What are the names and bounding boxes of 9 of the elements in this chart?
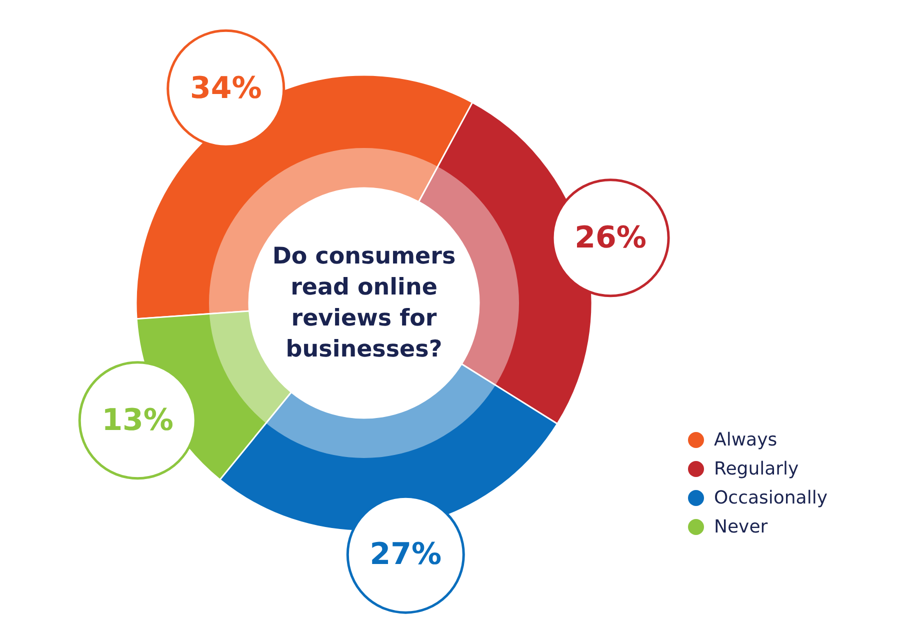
data-label: 34% <box>190 71 262 106</box>
data-label: 13% <box>102 402 174 438</box>
text: Do consumers read online reviews for businesses? <box>272 244 456 362</box>
data-label: 27% <box>370 537 442 572</box>
legend-label: Never <box>714 516 768 538</box>
legend-label: Occasionally <box>714 488 828 508</box>
legend-label: Regularly <box>714 458 800 480</box>
legend-label: Always <box>714 430 778 450</box>
data-label: 26% <box>574 220 646 256</box>
